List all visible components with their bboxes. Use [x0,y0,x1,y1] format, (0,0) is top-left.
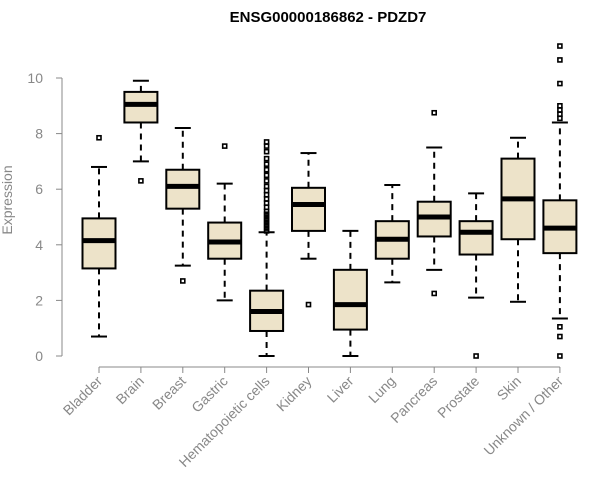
x-tick-label: Lung [365,373,398,406]
outlier-point [431,290,438,297]
iqr-box [165,168,201,210]
outlier-point [263,161,270,167]
outlier-point [96,134,102,141]
box-breast [165,127,201,284]
box-unknown-other [542,43,578,359]
x-tick-label: Breast [149,373,189,413]
iqr-box [332,268,368,331]
box-liver [332,229,368,357]
box-lung [374,184,410,284]
boxes-group [81,43,578,359]
outlier-point [180,278,186,284]
x-tick-label: Pancreas [387,373,440,426]
y-tick-label: 2 [35,292,43,308]
box-pancreas [416,109,452,297]
outlier-point [263,139,270,145]
outlier-point [557,43,563,49]
outlier-point [263,155,270,162]
outlier-point [431,109,438,116]
x-tick-label: Liver [324,373,357,406]
x-tick-label: Unknown / Other [480,373,566,459]
box-hematopoietic-cells [249,139,285,357]
outlier-point [557,57,563,63]
outlier-point [263,172,270,179]
iqr-box [81,217,117,270]
box-kidney [291,152,326,308]
box-prostate [458,192,494,359]
x-tick-label: Bladder [60,373,106,419]
iqr-box [291,186,326,232]
y-tick-label: 8 [35,126,43,142]
outlier-point [557,333,563,340]
outlier-point [473,353,479,359]
x-tick-label: Prostate [434,373,482,421]
outlier-point [557,80,563,87]
chart-title: ENSG00000186862 - PDZD7 [230,9,427,26]
y-axis-label: Expression [0,165,15,234]
outlier-point [305,301,312,308]
x-tick-label: Kidney [273,373,315,415]
x-tick-label: Brain [113,373,147,407]
x-tick-label: Skin [494,373,525,404]
y-tick-label: 10 [27,70,43,86]
outlier-point [263,166,270,173]
y-tick-label: 0 [35,348,43,364]
box-bladder [81,134,117,338]
outlier-point [221,143,228,149]
outlier-point [557,353,563,359]
outlier-point [557,103,563,109]
outlier-point [263,178,270,184]
box-brain [123,79,159,184]
outlier-point [138,178,144,184]
outlier-point [557,324,563,330]
y-axis: 0 2 4 6 8 10 [27,70,63,364]
y-tick-label: 6 [35,181,43,197]
outlier-point [263,183,270,190]
iqr-box [458,220,494,256]
y-tick-label: 4 [35,237,43,253]
outlier-point [263,148,270,155]
iqr-box [123,90,159,124]
box-skin [500,136,536,303]
box-gastric [207,143,243,302]
